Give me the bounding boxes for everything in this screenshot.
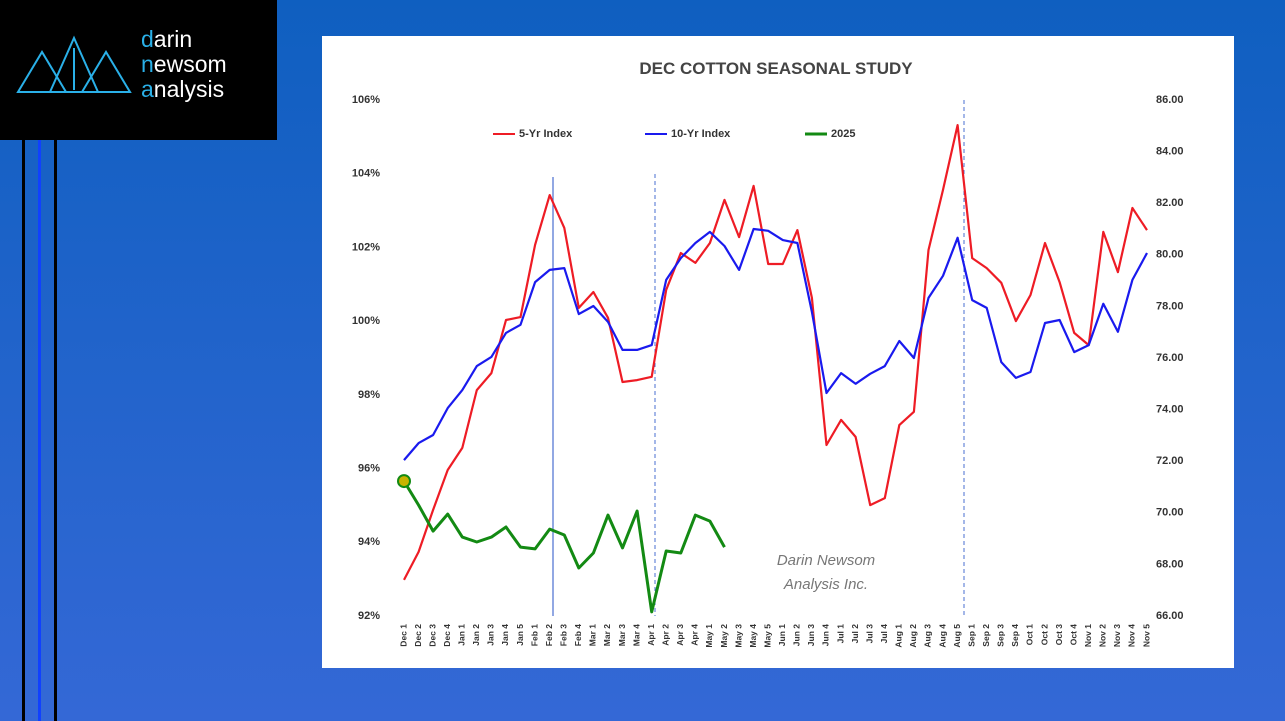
logo-text: newsom xyxy=(141,51,227,77)
y-tick-label: 102% xyxy=(352,241,380,253)
x-tick-label: Jul 4 xyxy=(879,624,889,644)
x-tick-label: Mar 1 xyxy=(588,624,598,646)
x-tick-label: Aug 5 xyxy=(952,624,962,648)
x-tick-label: Nov 2 xyxy=(1098,624,1108,647)
x-tick-label: Aug 4 xyxy=(937,624,947,648)
x-tick-label: Mar 2 xyxy=(602,624,612,646)
x-tick-label: Jun 3 xyxy=(806,624,816,646)
y2-tick-label: 70.00 xyxy=(1156,507,1184,519)
series-line xyxy=(403,124,1148,581)
x-tick-label: Apr 3 xyxy=(675,624,685,646)
x-tick-label: Dec 4 xyxy=(442,624,452,647)
y2-tick-label: 76.00 xyxy=(1156,352,1184,364)
x-tick-label: Jul 3 xyxy=(864,624,874,644)
decor-bar xyxy=(54,140,57,721)
y2-tick-label: 66.00 xyxy=(1156,610,1184,622)
point-marker xyxy=(397,474,411,489)
decor-bar xyxy=(38,140,41,721)
chart-title: DEC COTTON SEASONAL STUDY xyxy=(639,59,913,78)
x-tick-label: Dec 1 xyxy=(398,624,408,647)
x-tick-label: Jan 3 xyxy=(486,624,496,646)
y-tick-label: 100% xyxy=(352,315,380,327)
x-tick-label: Apr 2 xyxy=(660,624,670,646)
y-tick-label: 94% xyxy=(358,536,380,548)
x-tick-label: Jun 1 xyxy=(777,624,787,646)
y2-tick-label: 82.00 xyxy=(1156,197,1184,209)
x-tick-label: Feb 1 xyxy=(529,624,539,646)
watermark: Darin Newsom xyxy=(777,552,875,569)
x-tick-label: Feb 2 xyxy=(544,624,554,646)
x-tick-label: Oct 2 xyxy=(1039,624,1049,646)
x-tick-label: Apr 4 xyxy=(690,624,700,646)
x-tick-label: Sep 4 xyxy=(1010,624,1020,647)
x-tick-label: Oct 1 xyxy=(1025,624,1035,646)
x-tick-label: Aug 2 xyxy=(908,624,918,648)
series-line xyxy=(402,480,726,614)
y-tick-label: 92% xyxy=(358,610,380,622)
x-tick-label: Jan 1 xyxy=(457,624,467,646)
x-tick-label: Jul 1 xyxy=(835,624,845,644)
watermark: Analysis Inc. xyxy=(783,576,868,593)
y-tick-label: 106% xyxy=(352,94,380,106)
y2-tick-label: 68.00 xyxy=(1156,558,1184,570)
x-tick-label: Jan 5 xyxy=(515,624,525,646)
y2-tick-label: 86.00 xyxy=(1156,94,1184,106)
logo-mark xyxy=(16,35,132,93)
y2-tick-label: 80.00 xyxy=(1156,249,1184,261)
y-tick-label: 98% xyxy=(358,389,380,401)
chart: DEC COTTON SEASONAL STUDY Darin Newsom A… xyxy=(322,36,1234,668)
x-tick-label: Oct 4 xyxy=(1068,624,1078,646)
x-tick-label: Dec 2 xyxy=(413,624,423,647)
x-tick-label: Jun 4 xyxy=(821,624,831,646)
y2-tick-label: 84.00 xyxy=(1156,146,1184,158)
logo: darin newsom analysis xyxy=(0,0,277,140)
x-tick-label: Aug 1 xyxy=(894,624,904,648)
logo-text: analysis xyxy=(141,76,225,102)
x-tick-label: Feb 4 xyxy=(573,624,583,646)
y2-tick-label: 78.00 xyxy=(1156,300,1184,312)
x-tick-label: Nov 5 xyxy=(1141,624,1151,647)
series-line xyxy=(403,227,1148,461)
x-tick-label: May 3 xyxy=(733,624,743,648)
x-tick-label: Nov 4 xyxy=(1127,624,1137,647)
x-tick-label: May 5 xyxy=(762,624,772,648)
y2-tick-label: 72.00 xyxy=(1156,455,1184,467)
x-tick-label: Sep 2 xyxy=(981,624,991,647)
legend-label: 10-Yr Index xyxy=(671,128,731,140)
x-tick-label: Oct 3 xyxy=(1054,624,1064,646)
x-tick-label: Mar 4 xyxy=(631,624,641,646)
x-tick-label: Jul 2 xyxy=(850,624,860,644)
x-tick-label: Sep 3 xyxy=(996,624,1006,647)
x-tick-label: May 2 xyxy=(719,624,729,648)
legend-label: 5-Yr Index xyxy=(519,128,573,140)
x-tick-label: Sep 1 xyxy=(966,624,976,647)
x-tick-label: Nov 3 xyxy=(1112,624,1122,647)
x-tick-label: Nov 1 xyxy=(1083,624,1093,647)
legend-label: 2025 xyxy=(831,128,855,140)
x-tick-label: May 4 xyxy=(748,624,758,648)
x-tick-label: Apr 1 xyxy=(646,624,656,646)
x-tick-label: Feb 3 xyxy=(559,624,569,646)
x-tick-label: Aug 3 xyxy=(923,624,933,648)
x-tick-label: May 1 xyxy=(704,624,714,648)
y-tick-label: 104% xyxy=(352,168,380,180)
x-tick-label: Jan 2 xyxy=(471,624,481,646)
decor-bar xyxy=(22,140,25,721)
x-tick-label: Jun 2 xyxy=(792,624,802,646)
x-tick-label: Jan 4 xyxy=(500,624,510,646)
logo-text: darin xyxy=(141,26,193,52)
x-tick-label: Dec 3 xyxy=(427,624,437,647)
y2-tick-label: 74.00 xyxy=(1156,404,1184,416)
y-tick-label: 96% xyxy=(358,462,380,474)
x-tick-label: Mar 3 xyxy=(617,624,627,646)
